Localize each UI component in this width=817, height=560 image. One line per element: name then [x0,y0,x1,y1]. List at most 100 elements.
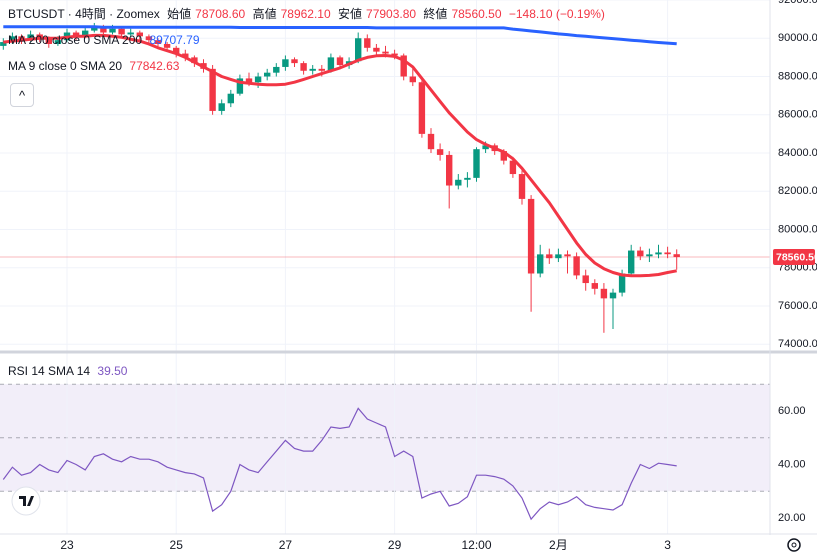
candle-body [109,28,116,33]
last-price-badge [773,249,815,266]
low-label: 安値 [338,7,363,21]
ma-line [3,25,677,46]
candle-body [418,82,426,134]
symbol[interactable]: BTCUSDT · 4時間 · Zoomex [8,7,160,21]
candle-body [600,288,608,299]
y-tick-label: 86000.00 [778,109,817,121]
high-label: 高値 [252,7,277,21]
x-tick-label: 3 [664,538,671,552]
candle-body [336,57,344,66]
x-tick-label: 29 [388,538,402,552]
y-tick-label: 82000.00 [778,185,817,197]
candle-body [82,30,89,37]
ma-line [3,33,677,278]
candle-body [364,38,371,48]
candle-body [227,93,234,104]
candle-body [91,26,98,31]
y-tick-label: 40.00 [778,458,806,470]
candle-body [464,177,471,180]
candle-body [54,40,62,44]
candle-body [309,68,316,71]
candle-body [355,38,362,62]
y-tick-label: 60.00 [778,405,806,417]
legend-rsi[interactable]: RSI 14 SMA 14 39.50 [8,363,131,379]
ma-value: 77842.63 [129,59,180,73]
candle-body [582,275,589,284]
candle-body [482,145,489,150]
y-tick-label: 84000.00 [778,147,817,159]
candle-body [182,53,189,58]
low-value: 77903.80 [366,7,417,21]
candle-body [163,43,171,48]
y-tick-label: 88000.00 [778,70,817,82]
candle-body [555,254,562,259]
candle-body [145,36,153,41]
x-tick-label: 25 [170,538,184,552]
ma-name: MA 200 close 0 SMA 200 [8,33,143,47]
rsi-line [2,407,677,521]
candle-body [264,72,271,77]
collapse-button[interactable]: ^ [10,83,34,107]
candle-body [673,254,680,258]
last-price-label: 78560.50 [776,251,817,263]
candle-body [391,53,398,56]
y-tick-label: 90000.00 [778,32,817,44]
candle-body [618,273,626,293]
candle-body [0,42,7,46]
settings-icon[interactable] [787,538,801,552]
candle-body [664,252,671,255]
candle-body [291,59,298,64]
x-tick-label: 27 [279,538,293,552]
candle-body [546,254,553,259]
candle-body [36,34,43,39]
candle-body [245,78,253,83]
y-tick-label: 20.00 [778,512,806,524]
legend-ma9[interactable]: MA 9 close 0 SMA 20 77842.63 [8,58,183,74]
candle-body [300,63,307,71]
candle-body [127,32,134,35]
candle-body [537,254,544,274]
candle-body [455,179,462,186]
candle-body [446,154,453,186]
close-label: 終値 [423,7,448,21]
candle-body [373,47,380,52]
logo[interactable] [11,486,41,516]
y-tick-label: 92000.00 [778,0,817,6]
candle-body [655,252,662,255]
y-tick-label: 76000.00 [778,300,817,312]
candle-body [564,254,571,257]
close-value: 78560.50 [451,7,502,21]
ma-name: MA 9 close 0 SMA 20 [8,59,123,73]
candle-body [154,40,162,44]
candle-body [382,51,389,54]
candle-body [273,66,280,73]
candle-body [400,55,407,77]
candle-body [136,32,143,37]
candle-body [573,256,580,276]
candle-body [45,38,52,44]
x-tick-label: 2月 [549,538,568,552]
candle-body [282,59,289,67]
rsi-name: RSI 14 SMA 14 [8,364,91,378]
candle-body [527,198,535,274]
change: −148.10 (−0.19%) [508,7,605,21]
candle-body [118,28,125,35]
ma-value: 89707.79 [149,33,200,47]
legend-ma200[interactable]: MA 200 close 0 SMA 200 89707.79 [8,32,204,48]
x-tick-label: 12:00 [461,538,491,552]
candle-body [100,26,107,33]
candle-body [18,36,25,41]
open-label: 始値 [167,7,192,21]
candle-body [646,254,653,257]
x-tick-label: 23 [60,538,74,552]
candle-body [427,133,435,150]
candle-body [609,292,617,299]
candle-body [518,174,526,199]
rsi-value: 39.50 [97,364,128,378]
candle-body [72,32,80,37]
candle-body [218,103,225,111]
candle-body [500,151,507,161]
candle-body [209,68,216,111]
